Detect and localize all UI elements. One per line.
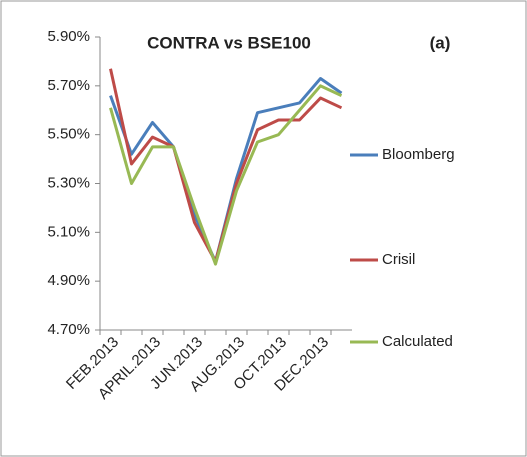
chart-title: CONTRA vs BSE100 [147,33,311,52]
y-tick-label: 4.70% [47,321,90,338]
legend-label: Calculated [382,333,453,350]
y-tick-label: 5.30% [47,174,90,191]
y-tick-label: 5.10% [47,223,90,240]
annotation: (a) [430,33,451,52]
legend-label: Bloomberg [382,146,455,163]
y-tick-label: 4.90% [47,272,90,289]
series-line [109,84,343,266]
y-tick-label: 5.70% [47,77,90,94]
legend-label: Crisil [382,251,415,268]
y-tick-label: 5.50% [47,126,90,143]
y-tick-label: 5.90% [47,28,90,45]
